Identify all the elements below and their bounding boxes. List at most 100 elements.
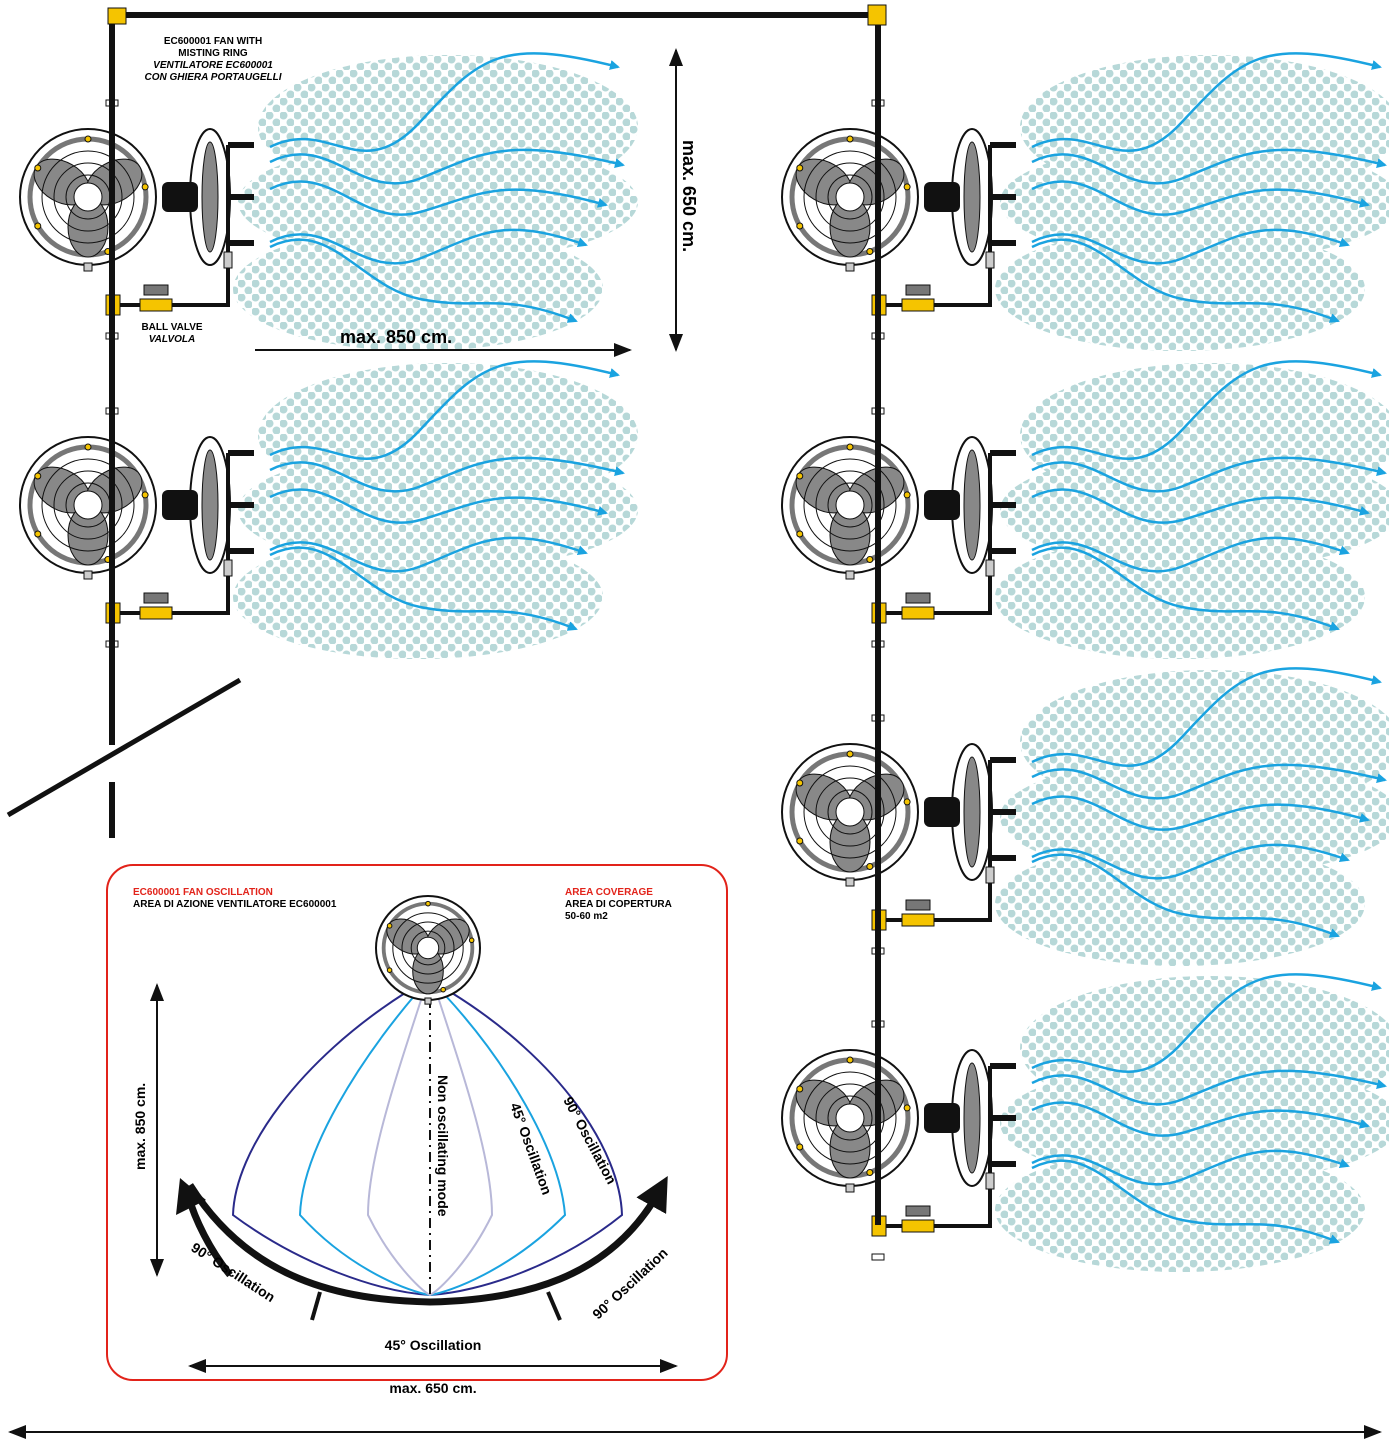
width-label: max. 650 cm. [389,1380,476,1396]
fan-hub [73,182,103,212]
fan-grill [53,162,123,232]
clamp [871,1253,885,1261]
mist-nozzle [990,855,1016,861]
oscillation-arc [187,1176,668,1306]
mist-nozzle [990,450,1016,456]
fan-mount [845,262,855,272]
mist-nozzle [990,809,1016,815]
pipes [109,12,881,1225]
coverage-subtitle: AREA DI COPERTURA [565,899,672,910]
fan-hub [835,490,865,520]
valve [139,606,173,620]
fan-unit [781,973,1389,1272]
air-flow [1031,52,1382,152]
fan-grill [41,458,135,552]
nozzle [34,222,42,230]
air-flow [1031,360,1382,460]
oscillation-inset: EC600001 FAN OSCILLATION AREA DI AZIONE … [106,864,728,1396]
nozzle [386,923,393,929]
air-flow [1031,1069,1387,1106]
nozzle [34,472,42,480]
air-flow [1031,795,1370,831]
valve [901,913,935,927]
fan-mount [424,997,432,1005]
air-flow [1031,536,1350,573]
valve-label: BALL VALVE [141,322,202,333]
nozzle [440,986,446,993]
fan-unit [781,52,1389,351]
fan-side-blade [201,449,219,561]
air-flow [1031,456,1387,493]
fan-unit [781,667,1389,966]
nozzle [34,530,42,538]
mist-nozzle [228,502,254,508]
mist-nozzle [228,142,254,148]
nozzle [386,967,393,973]
mist-nozzle [990,502,1016,508]
fan-grill [815,1083,885,1153]
arc-tick [310,1291,322,1321]
fan-unit [781,360,1389,659]
arc-tick [546,1291,562,1321]
air-flow [1031,1149,1350,1186]
valve [901,606,935,620]
valve-handle [905,284,931,296]
fan-grill [815,470,885,540]
nozzle [796,530,804,538]
mist-nozzle [990,142,1016,148]
air-flow [269,536,588,573]
nozzle [846,443,854,451]
fan-hub [835,1103,865,1133]
air-flow [269,488,608,524]
air-flow [1031,546,1340,631]
fan-grill [392,912,464,984]
mist-nozzle [228,548,254,554]
mist-nozzle [990,1063,1016,1069]
nozzle [846,135,854,143]
fan-grill [803,765,897,859]
fan-mount [83,570,93,580]
arc-head [176,1178,206,1215]
fan-grill [827,174,873,220]
mist-nozzle [228,194,254,200]
mist-nozzle [228,240,254,246]
fan-grill [815,162,885,232]
mist-cloud [233,535,603,659]
nozzle [84,135,92,143]
air-flow [1031,148,1387,185]
motor [162,182,198,212]
air-flow [1031,180,1370,216]
length-label: max. 850 cm. [340,327,452,347]
fan-grill [53,470,123,540]
coverage-title: AREA COVERAGE [565,887,653,898]
fan-side-blade [963,449,981,561]
inset-fan [375,895,481,1005]
air-flow [269,360,620,460]
air-flow [1031,1159,1340,1244]
motor [924,490,960,520]
filter [985,251,995,269]
filter [223,559,233,577]
valve-handle [143,284,169,296]
mist-nozzle [990,1161,1016,1167]
valve-handle [143,592,169,604]
motor [924,1103,960,1133]
fan-hub [416,936,440,960]
nozzle [796,164,804,172]
nozzle [866,863,874,871]
air-flow [1031,843,1350,880]
fan-grill [827,1095,873,1141]
fan-mount [845,1183,855,1193]
fan-grill [410,930,446,966]
nozzle [866,556,874,564]
mist-nozzle [990,757,1016,763]
mist-nozzle [990,240,1016,246]
fan-grill [401,921,455,975]
fan-hub [835,797,865,827]
air-flow [1031,1101,1370,1137]
nozzle [796,1143,804,1151]
tee [867,4,887,26]
fan-units [19,52,1389,1272]
break-line [6,677,242,818]
fan-unit [19,52,638,351]
